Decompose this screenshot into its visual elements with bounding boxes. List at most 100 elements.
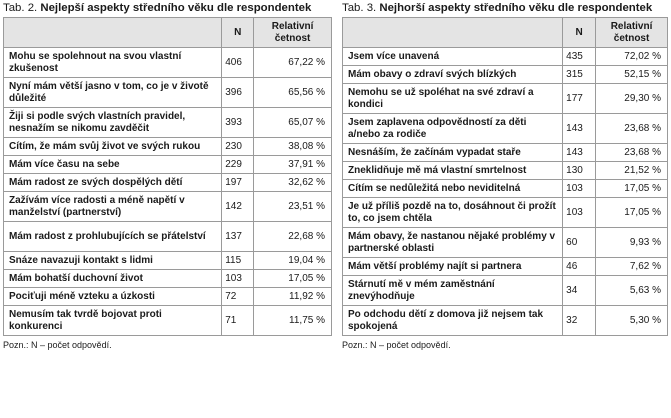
table-3-note: Pozn.: N – počet odpovědí. xyxy=(342,340,451,350)
table-2-row-label: Zažívám více radosti a méně napětí v man… xyxy=(2,191,223,222)
table-2-row: Zažívám více radosti a méně napětí v man… xyxy=(2,191,332,222)
table-3-row: Jsem zaplavena odpovědností za děti a/ne… xyxy=(341,113,668,144)
table-3-row-count: 143 xyxy=(562,143,597,162)
table-2-row-count: 393 xyxy=(221,107,255,138)
table-2-caption: Tab. 2. Nejlepší aspekty středního věku … xyxy=(3,0,332,17)
table-3-row-relative-frequency: 7,62 % xyxy=(595,257,668,276)
table-2-row-relative-frequency: 11,75 % xyxy=(253,305,332,336)
table-2-row: Mám bohatší duchovní život 103 17,05 % xyxy=(2,269,332,288)
table-3-row-label: Mám větší problémy najít si partnera xyxy=(341,257,564,276)
table-2-row: Nemusím tak tvrdě bojovat proti konkuren… xyxy=(2,305,332,336)
table-2-row-label: Pociťuji méně vzteku a úzkosti xyxy=(2,287,223,306)
table-2-row: Pociťuji méně vzteku a úzkosti 72 11,92 % xyxy=(2,287,332,306)
table-2-header-n: N xyxy=(221,17,255,48)
table-3-row-label: Mám obavy o zdraví svých blízkých xyxy=(341,65,564,84)
table-3-row-label: Zneklidňuje mě má vlastní smrtelnost xyxy=(341,161,564,180)
table-2-row: Mohu se spolehnout na svou vlastní zkuše… xyxy=(2,47,332,78)
table-3-row-count: 315 xyxy=(562,65,597,84)
table-2-row-relative-frequency: 22,68 % xyxy=(253,221,332,252)
table-2-row-label: Mám bohatší duchovní život xyxy=(2,269,223,288)
table-3-row: Nemohu se už spoléhat na své zdraví a ko… xyxy=(341,83,668,114)
table-3-row-relative-frequency: 9,93 % xyxy=(595,227,668,258)
table-2-row-relative-frequency: 65,56 % xyxy=(253,77,332,108)
table-3-row-label: Nesnáším, že začínám vypadat staře xyxy=(341,143,564,162)
table-3-row-relative-frequency: 52,15 % xyxy=(595,65,668,84)
table-2-row-relative-frequency: 65,07 % xyxy=(253,107,332,138)
table-3-caption: Tab. 3. Nejhorší aspekty středního věku … xyxy=(342,0,668,17)
table-2-body: Mohu se spolehnout na svou vlastní zkuše… xyxy=(2,47,332,336)
table-2-caption-title: Nejlepší aspekty středního věku dle resp… xyxy=(40,2,312,14)
table-3-row-label: Nemohu se už spoléhat na své zdraví a ko… xyxy=(341,83,564,114)
table-2-row-relative-frequency: 38,08 % xyxy=(253,137,332,156)
table-2-row-label: Snáze navazuji kontakt s lidmi xyxy=(2,251,223,270)
table-3-row-count: 143 xyxy=(562,113,597,144)
table-2-row-count: 103 xyxy=(221,269,255,288)
table-3-row: Je už příliš pozdě na to, dosáhnout či p… xyxy=(341,197,668,228)
table-3-row-relative-frequency: 21,52 % xyxy=(595,161,668,180)
table-2-row-count: 406 xyxy=(221,47,255,78)
table-3-header-row: N Relativní četnost xyxy=(341,17,668,48)
table-2-row-label: Žiji si podle svých vlastních pravidel, … xyxy=(2,107,223,138)
table-3-row-count: 103 xyxy=(562,179,597,198)
table-2-panel: Tab. 2. Nejlepší aspekty středního věku … xyxy=(2,0,332,351)
table-3-row-label: Jsem více unavená xyxy=(341,47,564,66)
table-3-row-label: Je už příliš pozdě na to, dosáhnout či p… xyxy=(341,197,564,228)
table-3-caption-prefix: Tab. 3. xyxy=(342,2,377,14)
table-3-row-label: Jsem zaplavena odpovědností za děti a/ne… xyxy=(341,113,564,144)
table-2-row: Žiji si podle svých vlastních pravidel, … xyxy=(2,107,332,138)
table-2-row-count: 396 xyxy=(221,77,255,108)
table-2-header-relative-line1: Relativní xyxy=(271,20,314,32)
table-2-header-relative-line2: četnost xyxy=(274,32,311,44)
table-3-row: Po odchodu dětí z domova již nejsem tak … xyxy=(341,305,668,336)
table-2-row-count: 229 xyxy=(221,155,255,174)
table-2-row-label: Cítím, že mám svůj život ve svých rukou xyxy=(2,137,223,156)
table-2-row-count: 230 xyxy=(221,137,255,156)
table-3-row-count: 34 xyxy=(562,275,597,306)
table-3-caption-title: Nejhorší aspekty středního věku dle resp… xyxy=(379,2,653,14)
table-2-row-label: Nyní mám větší jasno v tom, co je v živo… xyxy=(2,77,223,108)
table-3-row: Cítím se nedůležitá nebo neviditelná 103 1… xyxy=(341,179,668,198)
table-2-row-label: Mohu se spolehnout na svou vlastní zkuše… xyxy=(2,47,223,78)
table-3-row-count: 177 xyxy=(562,83,597,114)
table-2-row-count: 142 xyxy=(221,191,255,222)
table-2-header-row: N Relativní četnost xyxy=(2,17,332,48)
table-3-row: Mám větší problémy najít si partnera 46 7,… xyxy=(341,257,668,276)
table-2-row-count: 72 xyxy=(221,287,255,306)
table-3-row-relative-frequency: 5,30 % xyxy=(595,305,668,336)
table-2-row-relative-frequency: 17,05 % xyxy=(253,269,332,288)
table-3-row-label: Mám obavy, že nastanou nějaké problémy v… xyxy=(341,227,564,258)
table-3-row-count: 46 xyxy=(562,257,597,276)
table-3-row: Jsem více unavená 435 72,02 % xyxy=(341,47,668,66)
table-2-caption-prefix: Tab. 2. xyxy=(3,2,38,14)
table-3-row-label: Stárnutí mě v mém zaměstnání znevýhodňuj… xyxy=(341,275,564,306)
table-2-row-label: Mám více času na sebe xyxy=(2,155,223,174)
table-3-row-count: 130 xyxy=(562,161,597,180)
table-3-row-label: Cítím se nedůležitá nebo neviditelná xyxy=(341,179,564,198)
table-3-row-relative-frequency: 72,02 % xyxy=(595,47,668,66)
table-3-row-count: 32 xyxy=(562,305,597,336)
table-2-row-relative-frequency: 32,62 % xyxy=(253,173,332,192)
table-2-row-relative-frequency: 67,22 % xyxy=(253,47,332,78)
table-3-row: Zneklidňuje mě má vlastní smrtelnost 130 2… xyxy=(341,161,668,180)
table-2-row-relative-frequency: 11,92 % xyxy=(253,287,332,306)
table-3-row-label: Po odchodu dětí z domova již nejsem tak … xyxy=(341,305,564,336)
table-3-body: Jsem více unavená 435 72,02 % Mám obavy o z… xyxy=(341,47,668,336)
table-2-row: Snáze navazuji kontakt s lidmi 115 19,04 % xyxy=(2,251,332,270)
table-2-row: Mám více času na sebe 229 37,91 % xyxy=(2,155,332,174)
table-3-header-relative: Relativní četnost xyxy=(595,17,668,48)
table-3-row: Mám obavy o zdraví svých blízkých 315 52,1… xyxy=(341,65,668,84)
table-3-row-relative-frequency: 17,05 % xyxy=(595,197,668,228)
table-3-row-relative-frequency: 23,68 % xyxy=(595,113,668,144)
table-2-row-relative-frequency: 23,51 % xyxy=(253,191,332,222)
table-2-row-label: Nemusím tak tvrdě bojovat proti konkuren… xyxy=(2,305,223,336)
table-3-header-relative-line1: Relativní xyxy=(610,20,653,32)
table-2-row-count: 197 xyxy=(221,173,255,192)
table-2-row: Mám radost ze svých dospělých dětí 197 32,… xyxy=(2,173,332,192)
table-3-row-relative-frequency: 17,05 % xyxy=(595,179,668,198)
table-3-row: Mám obavy, že nastanou nějaké problémy v… xyxy=(341,227,668,258)
table-3: N Relativní četnost Jsem více unavená 435 7… xyxy=(341,17,668,336)
table-3-row-count: 103 xyxy=(562,197,597,228)
table-3-row-count: 60 xyxy=(562,227,597,258)
table-2-row: Cítím, že mám svůj život ve svých rukou 2… xyxy=(2,137,332,156)
table-3-row: Stárnutí mě v mém zaměstnání znevýhodňuj… xyxy=(341,275,668,306)
